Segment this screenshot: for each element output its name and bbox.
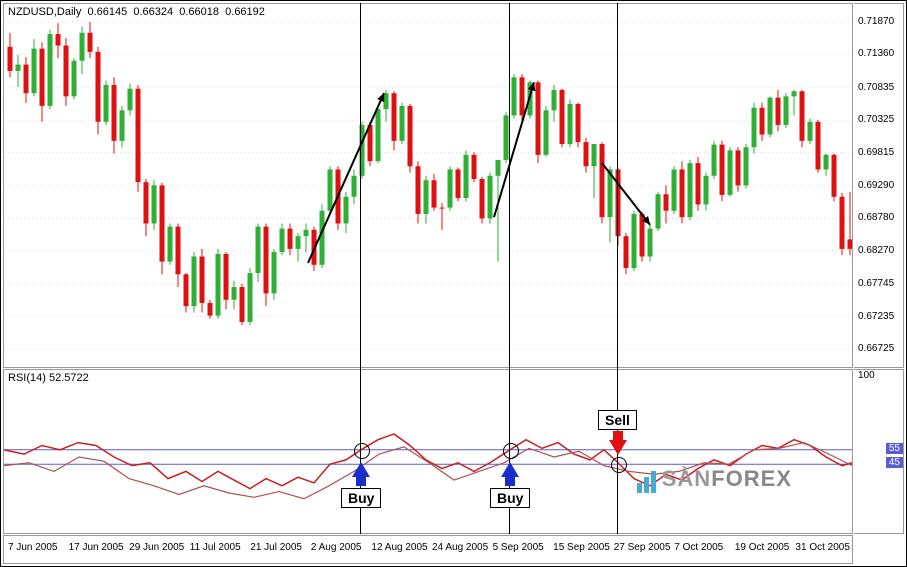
date-tick-label: 29 Jun 2005 <box>129 542 184 553</box>
signal-circle <box>354 443 370 459</box>
sell-arrow-icon <box>609 440 627 455</box>
rsi-title: RSI(14) 52.5722 <box>8 372 89 384</box>
price-y-axis: 0.71870 0.71360 0.70835 0.70325 0.69815 0.692… <box>854 3 904 368</box>
buy-arrow-icon <box>501 462 519 477</box>
ohlc-c: 0.66192 <box>225 6 265 18</box>
buy-label: Buy <box>341 488 381 508</box>
price-tick-label: 0.67745 <box>858 278 894 289</box>
watermark-logo: SÀNFOREX <box>637 466 792 493</box>
date-tick-label: 7 Oct 2005 <box>674 542 723 553</box>
date-tick-label: 17 Jun 2005 <box>69 542 124 553</box>
chart-window: NZDUSD,Daily 0.66145 0.66324 0.66018 0.6… <box>0 0 907 567</box>
price-tick-label: 0.69290 <box>858 180 894 191</box>
signal-circle <box>503 443 519 459</box>
date-tick-label: 11 Jul 2005 <box>190 542 241 553</box>
date-tick-label: 7 Jun 2005 <box>8 542 58 553</box>
logo-part1: SÀN <box>662 466 711 491</box>
symbol-text: NZDUSD,Daily <box>8 6 81 18</box>
x-axis-dates: 7 Jun 2005 17 Jun 2005 29 Jun 2005 11 Jul 2… <box>3 535 853 564</box>
rsi-y-axis: 55 45 100 <box>854 369 904 534</box>
price-tick-label: 0.71870 <box>858 16 894 27</box>
rsi-max-label: 100 <box>858 370 875 381</box>
ohlc-o: 0.66145 <box>87 6 127 18</box>
date-tick-label: 19 Oct 2005 <box>735 542 789 553</box>
price-tick-label: 0.67235 <box>858 311 894 322</box>
date-tick-label: 15 Sep 2005 <box>553 542 610 553</box>
logo-part2: FOREX <box>711 466 792 491</box>
rsi-panel[interactable]: RSI(14) 52.5722 SÀNFOREX Buy Buy Sell <box>3 369 853 534</box>
price-tick-label: 0.68780 <box>858 212 894 223</box>
buy-label: Buy <box>490 488 530 508</box>
price-tick-label: 0.70835 <box>858 82 894 93</box>
chart-title: NZDUSD,Daily 0.66145 0.66324 0.66018 0.6… <box>8 6 265 18</box>
price-chart-panel[interactable]: NZDUSD,Daily 0.66145 0.66324 0.66018 0.6… <box>3 3 853 368</box>
date-tick-label: 5 Sep 2005 <box>493 542 544 553</box>
price-tick-label: 0.68270 <box>858 245 894 256</box>
date-tick-label: 12 Aug 2005 <box>371 542 427 553</box>
buy-arrow-icon <box>352 462 370 477</box>
date-tick-label: 27 Sep 2005 <box>614 542 671 553</box>
price-tick-label: 0.66725 <box>858 343 894 354</box>
price-tick-label: 0.71360 <box>858 48 894 59</box>
price-tick-label: 0.69815 <box>858 147 894 158</box>
date-tick-label: 21 Jul 2005 <box>250 542 302 553</box>
ohlc-h: 0.66324 <box>133 6 173 18</box>
date-tick-label: 2 Aug 2005 <box>311 542 362 553</box>
sell-label: Sell <box>598 410 637 430</box>
price-tick-label: 0.70325 <box>858 114 894 125</box>
date-tick-label: 31 Oct 2005 <box>795 542 849 553</box>
rsi-svg <box>4 370 852 533</box>
ohlc-l: 0.66018 <box>179 6 219 18</box>
date-tick-label: 24 Aug 2005 <box>432 542 488 553</box>
rsi-level-label: 45 <box>886 457 903 468</box>
price-chart-svg <box>4 4 852 367</box>
rsi-level-label: 55 <box>886 443 903 454</box>
